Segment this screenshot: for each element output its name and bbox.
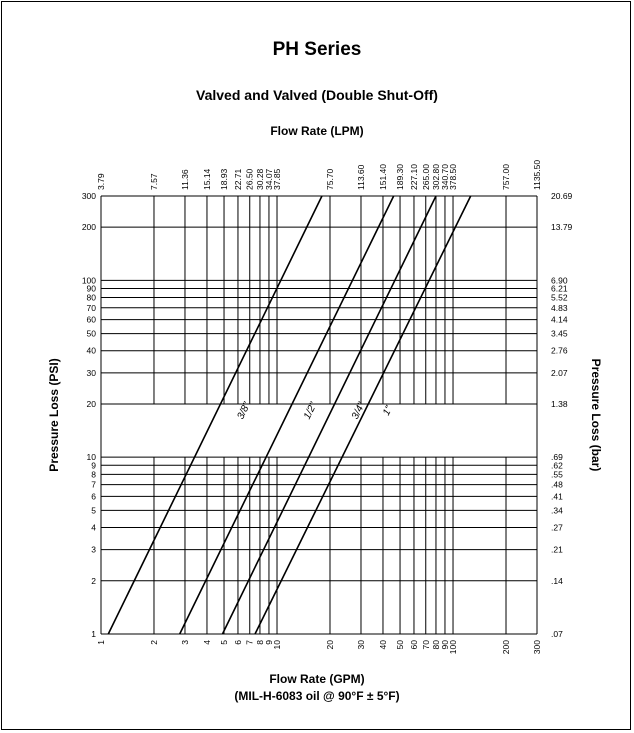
right-tick-label: .55 — [551, 469, 563, 479]
right-tick-label: .69 — [551, 452, 563, 462]
x-tick-label: 9 — [264, 640, 274, 645]
x-tick-label: 7 — [245, 640, 255, 645]
right-tick-label: .14 — [551, 576, 563, 586]
right-tick-label: .41 — [551, 491, 563, 501]
x-tick-label: 30 — [356, 640, 366, 650]
y-tick-label: 7 — [91, 480, 96, 490]
top-tick-label: 189.30 — [395, 164, 405, 190]
top-tick-label: 378.50 — [448, 164, 458, 190]
x-axis-note: (MIL-H-6083 oil @ 90°F ± 5°F) — [234, 689, 399, 703]
x-tick-label: 60 — [409, 640, 419, 650]
right-tick-label: 13.79 — [551, 222, 573, 232]
right-tick-label: 3.45 — [551, 329, 568, 339]
x-tick-label: 100 — [448, 640, 458, 654]
right-tick-label: .07 — [551, 629, 563, 639]
top-tick-label: 265.00 — [421, 164, 431, 190]
y-tick-label: 40 — [87, 346, 97, 356]
y-tick-label: 300 — [82, 191, 96, 201]
top-tick-label: 227.10 — [409, 164, 419, 190]
series-label: 1/2" — [302, 400, 320, 421]
top-axis-title: Flow Rate (LPM) — [270, 124, 363, 138]
x-tick-label: 2 — [149, 640, 159, 645]
top-tick-label: 34.07 — [264, 168, 274, 190]
top-tick-label: 151.40 — [378, 164, 388, 190]
y-tick-label: 10 — [87, 452, 97, 462]
y-tick-label: 100 — [82, 275, 96, 285]
x-tick-label: 300 — [532, 640, 542, 654]
x-tick-label: 20 — [325, 640, 335, 650]
top-tick-label: 26.50 — [245, 168, 255, 190]
right-tick-label: .48 — [551, 480, 563, 490]
x-tick-label: 200 — [501, 640, 511, 654]
x-tick-label: 50 — [395, 640, 405, 650]
x-tick-label: 8 — [255, 640, 265, 645]
top-tick-label: 11.36 — [180, 169, 190, 190]
right-tick-label: .27 — [551, 523, 563, 533]
y-tick-label: 60 — [87, 315, 97, 325]
top-tick-label: 37.85 — [272, 168, 282, 190]
x-tick-label: 10 — [272, 640, 282, 650]
x-tick-label: 1 — [96, 640, 106, 645]
series-line — [221, 195, 437, 635]
y-tick-label: 90 — [87, 283, 97, 293]
right-tick-label: 1.38 — [551, 399, 568, 409]
right-tick-label: 5.52 — [551, 292, 568, 302]
top-tick-label: 7.57 — [149, 173, 159, 190]
right-tick-label: 2.76 — [551, 346, 568, 356]
top-tick-label: 113.60 — [356, 164, 366, 190]
y-tick-label: 70 — [87, 303, 97, 313]
chart-title: PH Series — [273, 39, 362, 60]
x-tick-label: 90 — [440, 640, 450, 650]
top-tick-label: 22.71 — [233, 168, 243, 190]
top-tick-label: 757.00 — [501, 164, 511, 190]
y-tick-label: 3 — [91, 545, 96, 555]
y-tick-label: 2 — [91, 576, 96, 586]
x-tick-label: 40 — [378, 640, 388, 650]
right-tick-label: .21 — [551, 545, 563, 555]
y-tick-label: 8 — [91, 469, 96, 479]
x-tick-label: 70 — [421, 640, 431, 650]
top-tick-label: 75.70 — [325, 168, 335, 190]
right-tick-label: 20.69 — [551, 191, 573, 201]
top-tick-label: 3.79 — [96, 173, 106, 190]
right-tick-label: .62 — [551, 460, 563, 470]
right-tick-label: .34 — [551, 505, 563, 515]
y-tick-label: 20 — [87, 399, 97, 409]
right-tick-label: 2.07 — [551, 368, 568, 378]
x-tick-label: 5 — [219, 640, 229, 645]
x-axis-title: Flow Rate (GPM) — [269, 672, 364, 686]
top-tick-label: 1135.50 — [532, 160, 542, 190]
top-tick-label: 302.80 — [431, 164, 441, 190]
series-line — [254, 195, 472, 635]
right-axis-title: Pressure Loss (bar) — [589, 359, 603, 472]
x-tick-label: 3 — [180, 640, 190, 645]
series-label: 1" — [381, 404, 395, 417]
right-tick-label: 6.21 — [551, 283, 568, 293]
x-tick-label: 80 — [431, 640, 441, 650]
top-tick-label: 340.70 — [440, 164, 450, 190]
y-tick-label: 80 — [87, 292, 97, 302]
y-tick-label: 5 — [91, 505, 96, 515]
y-tick-label: 4 — [91, 523, 96, 533]
right-tick-label: 4.14 — [551, 315, 568, 325]
right-tick-label: 4.83 — [551, 303, 568, 313]
right-tick-label: 6.90 — [551, 275, 568, 285]
x-tick-label: 6 — [233, 640, 243, 645]
series-line — [178, 195, 395, 635]
y-tick-label: 50 — [87, 329, 97, 339]
top-tick-label: 18.93 — [219, 168, 229, 190]
x-tick-label: 4 — [202, 640, 212, 645]
top-tick-label: 30.28 — [255, 168, 265, 190]
y-tick-label: 30 — [87, 368, 97, 378]
y-tick-label: 1 — [91, 629, 96, 639]
y-tick-label: 200 — [82, 222, 96, 232]
y-axis-title: Pressure Loss (PSI) — [47, 358, 61, 471]
series-line — [107, 195, 323, 635]
top-tick-label: 15.14 — [202, 168, 212, 190]
y-tick-label: 9 — [91, 460, 96, 470]
chart-subtitle: Valved and Valved (Double Shut-Off) — [196, 87, 438, 103]
y-tick-label: 6 — [91, 491, 96, 501]
